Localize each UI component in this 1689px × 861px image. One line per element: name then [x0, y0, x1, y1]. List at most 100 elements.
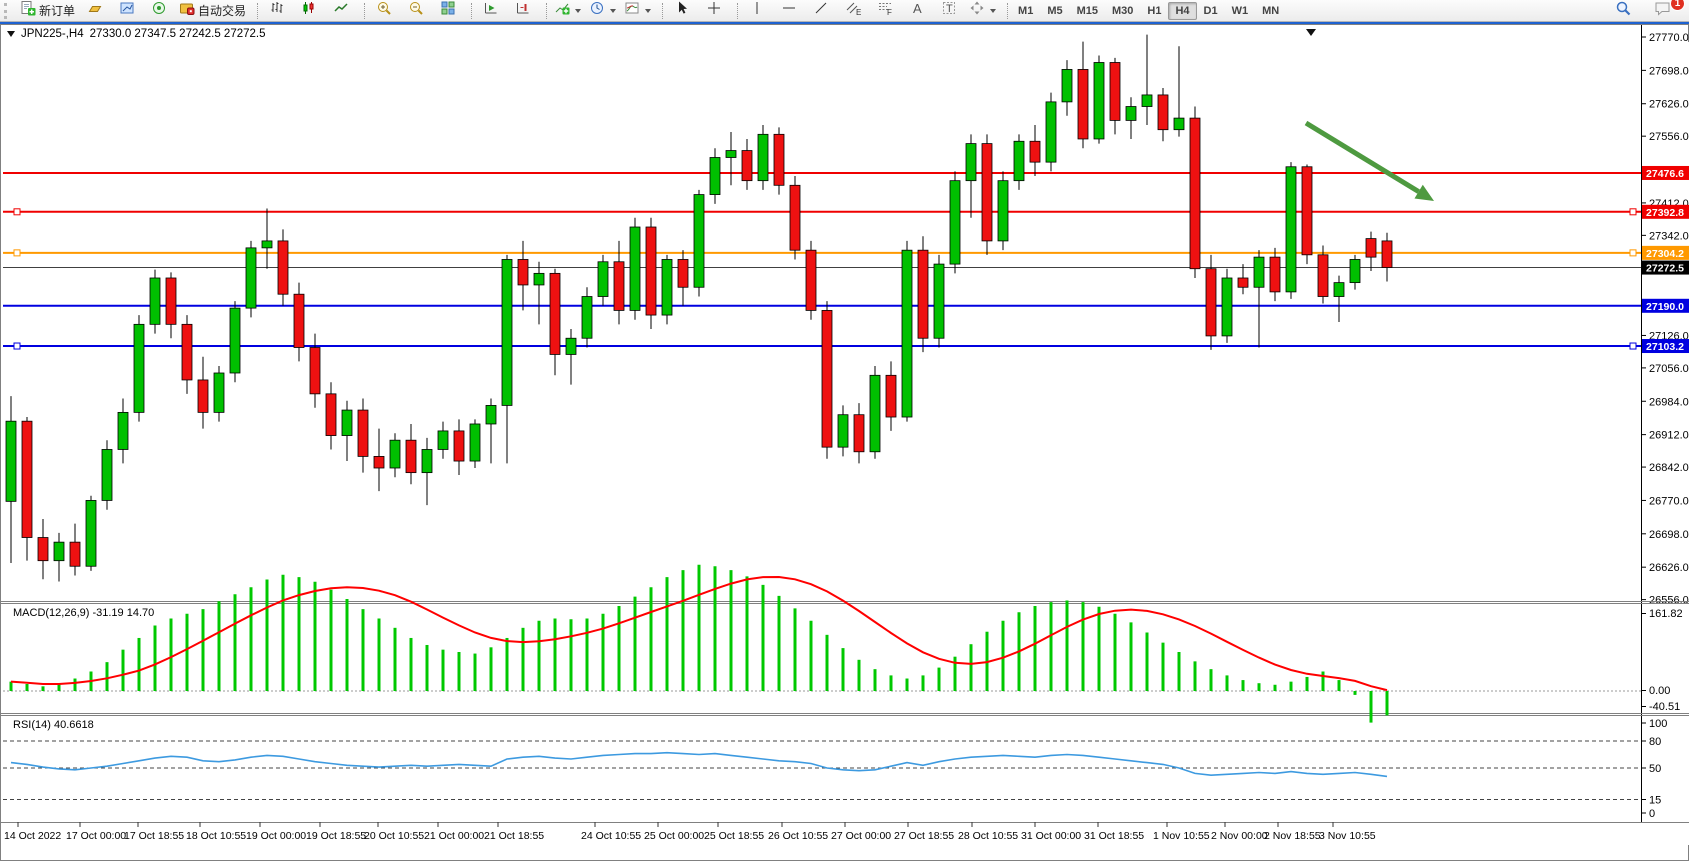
candle-body	[901, 249, 913, 418]
timeframe-button-h1[interactable]: H1	[1147, 4, 1162, 17]
trendline-button[interactable]	[805, 0, 837, 22]
rsi-axis-label: 100	[1649, 718, 1667, 730]
candle-body	[117, 411, 129, 450]
candle-body	[1349, 259, 1361, 284]
tile-windows-button[interactable]	[432, 0, 464, 22]
timeframe-button-d1[interactable]: D1	[1203, 4, 1218, 17]
price-badge	[1642, 339, 1689, 354]
time-axis-label: 26 Oct 10:55	[768, 830, 828, 842]
candle-body	[181, 323, 193, 381]
candle-body	[501, 259, 513, 406]
price-badge	[1642, 298, 1689, 313]
crosshair-button[interactable]	[698, 0, 730, 22]
channel-button[interactable]: E	[837, 0, 869, 22]
time-axis-label: 28 Oct 10:55	[958, 830, 1018, 842]
line-handle[interactable]	[1629, 249, 1637, 257]
line-chart-button[interactable]	[325, 0, 357, 22]
candle-body	[469, 423, 481, 462]
signal-button[interactable]	[143, 0, 175, 22]
time-axis-label: 17 Oct 00:00	[66, 830, 126, 842]
price-badge	[1642, 260, 1689, 275]
candle-body	[549, 272, 561, 355]
chart-shift-icon	[515, 0, 531, 21]
candle-body	[1141, 94, 1153, 107]
timeframe-button-m15[interactable]: M15	[1076, 4, 1098, 17]
candle-body	[773, 133, 785, 186]
new-order-button[interactable]: 新订单	[16, 0, 79, 22]
auto-scroll-button[interactable]	[475, 0, 507, 22]
crosshair-icon	[706, 0, 722, 21]
chat-button[interactable]: 1	[1647, 0, 1685, 22]
signal-icon	[151, 0, 167, 21]
zoom-in-button[interactable]	[368, 0, 400, 22]
candle-body	[565, 337, 577, 355]
candle-body	[357, 409, 369, 457]
label-button[interactable]: T	[933, 0, 965, 22]
time-axis-label: 17 Oct 18:55	[124, 830, 184, 842]
candle-body	[613, 261, 625, 311]
chart-surface[interactable]: 27770.027698.027626.027556.027412.027342…	[1, 25, 1689, 845]
line-handle[interactable]	[1629, 342, 1637, 350]
charts-button[interactable]	[111, 0, 143, 22]
price-badge-label: 27304.2	[1646, 248, 1684, 260]
horizontal-line-button[interactable]	[773, 0, 805, 22]
line-handle[interactable]	[13, 342, 21, 350]
price-axis-label: 26842.0	[1649, 462, 1689, 474]
price-axis-label: 27556.0	[1649, 131, 1689, 143]
timeframe-button-m5[interactable]: M5	[1047, 4, 1063, 17]
toolbar-right-group: 1	[1607, 0, 1687, 22]
gold-button[interactable]	[79, 0, 111, 22]
candle-body	[933, 263, 945, 339]
line-handle[interactable]	[13, 249, 21, 257]
candle-body	[1125, 106, 1137, 121]
new-order-label: 新订单	[39, 4, 76, 18]
arrows-icon	[969, 0, 985, 21]
timeframe-button-m30[interactable]: M30	[1112, 4, 1134, 17]
timeframe-button-mn[interactable]: MN	[1262, 4, 1280, 17]
candle-body	[1093, 62, 1105, 140]
candle-body	[1109, 62, 1121, 121]
toolbar-grip[interactable]	[4, 2, 12, 19]
time-axis-label: 21 Oct 18:55	[484, 830, 544, 842]
arrows-button[interactable]	[965, 0, 1000, 22]
auto-trading-button[interactable]: 自动交易	[175, 0, 250, 22]
candle-body	[645, 226, 657, 316]
cursor-button[interactable]	[666, 0, 698, 22]
periods-button[interactable]	[585, 0, 620, 22]
chart-shift-button[interactable]	[507, 0, 539, 22]
candle-body	[453, 430, 465, 462]
price-badge	[1642, 165, 1689, 180]
symbol-dropdown-icon[interactable]	[7, 30, 15, 37]
templates-icon	[624, 0, 640, 21]
line-handle[interactable]	[1629, 208, 1637, 216]
price-axis-label: 27342.0	[1649, 230, 1689, 242]
templates-button[interactable]	[620, 0, 655, 22]
search-button[interactable]	[1607, 0, 1639, 22]
vertical-line-button[interactable]	[741, 0, 773, 22]
indicators-button[interactable]	[550, 0, 585, 22]
timeframe-button-h4[interactable]: H4	[1168, 1, 1197, 20]
dropdown-marker-icon[interactable]	[1306, 29, 1316, 36]
bars-chart-button[interactable]	[261, 0, 293, 22]
candlesticks	[5, 34, 1393, 582]
zoom-out-button[interactable]	[400, 0, 432, 22]
timeframe-button-m1[interactable]: M1	[1018, 4, 1034, 17]
candle-body	[869, 374, 881, 453]
time-axis-label: 19 Oct 18:55	[306, 830, 366, 842]
fibonacci-button[interactable]: F	[869, 0, 901, 22]
candles-chart-button[interactable]	[293, 0, 325, 22]
rsi-axis-label: 50	[1649, 763, 1661, 775]
text-button[interactable]: A	[901, 0, 933, 22]
timeframe-button-w1[interactable]: W1	[1231, 4, 1249, 17]
chevron-down-icon	[645, 8, 652, 13]
line-handle[interactable]	[13, 208, 21, 216]
candle-body	[981, 143, 993, 242]
candle-body	[197, 379, 209, 413]
bars-chart-icon	[269, 0, 285, 21]
candle-body	[309, 347, 321, 395]
candle-body	[997, 180, 1009, 242]
chevron-down-icon	[990, 8, 997, 13]
chat-icon	[1654, 0, 1672, 21]
vertical-line-icon	[749, 0, 765, 21]
candle-body	[21, 420, 33, 538]
